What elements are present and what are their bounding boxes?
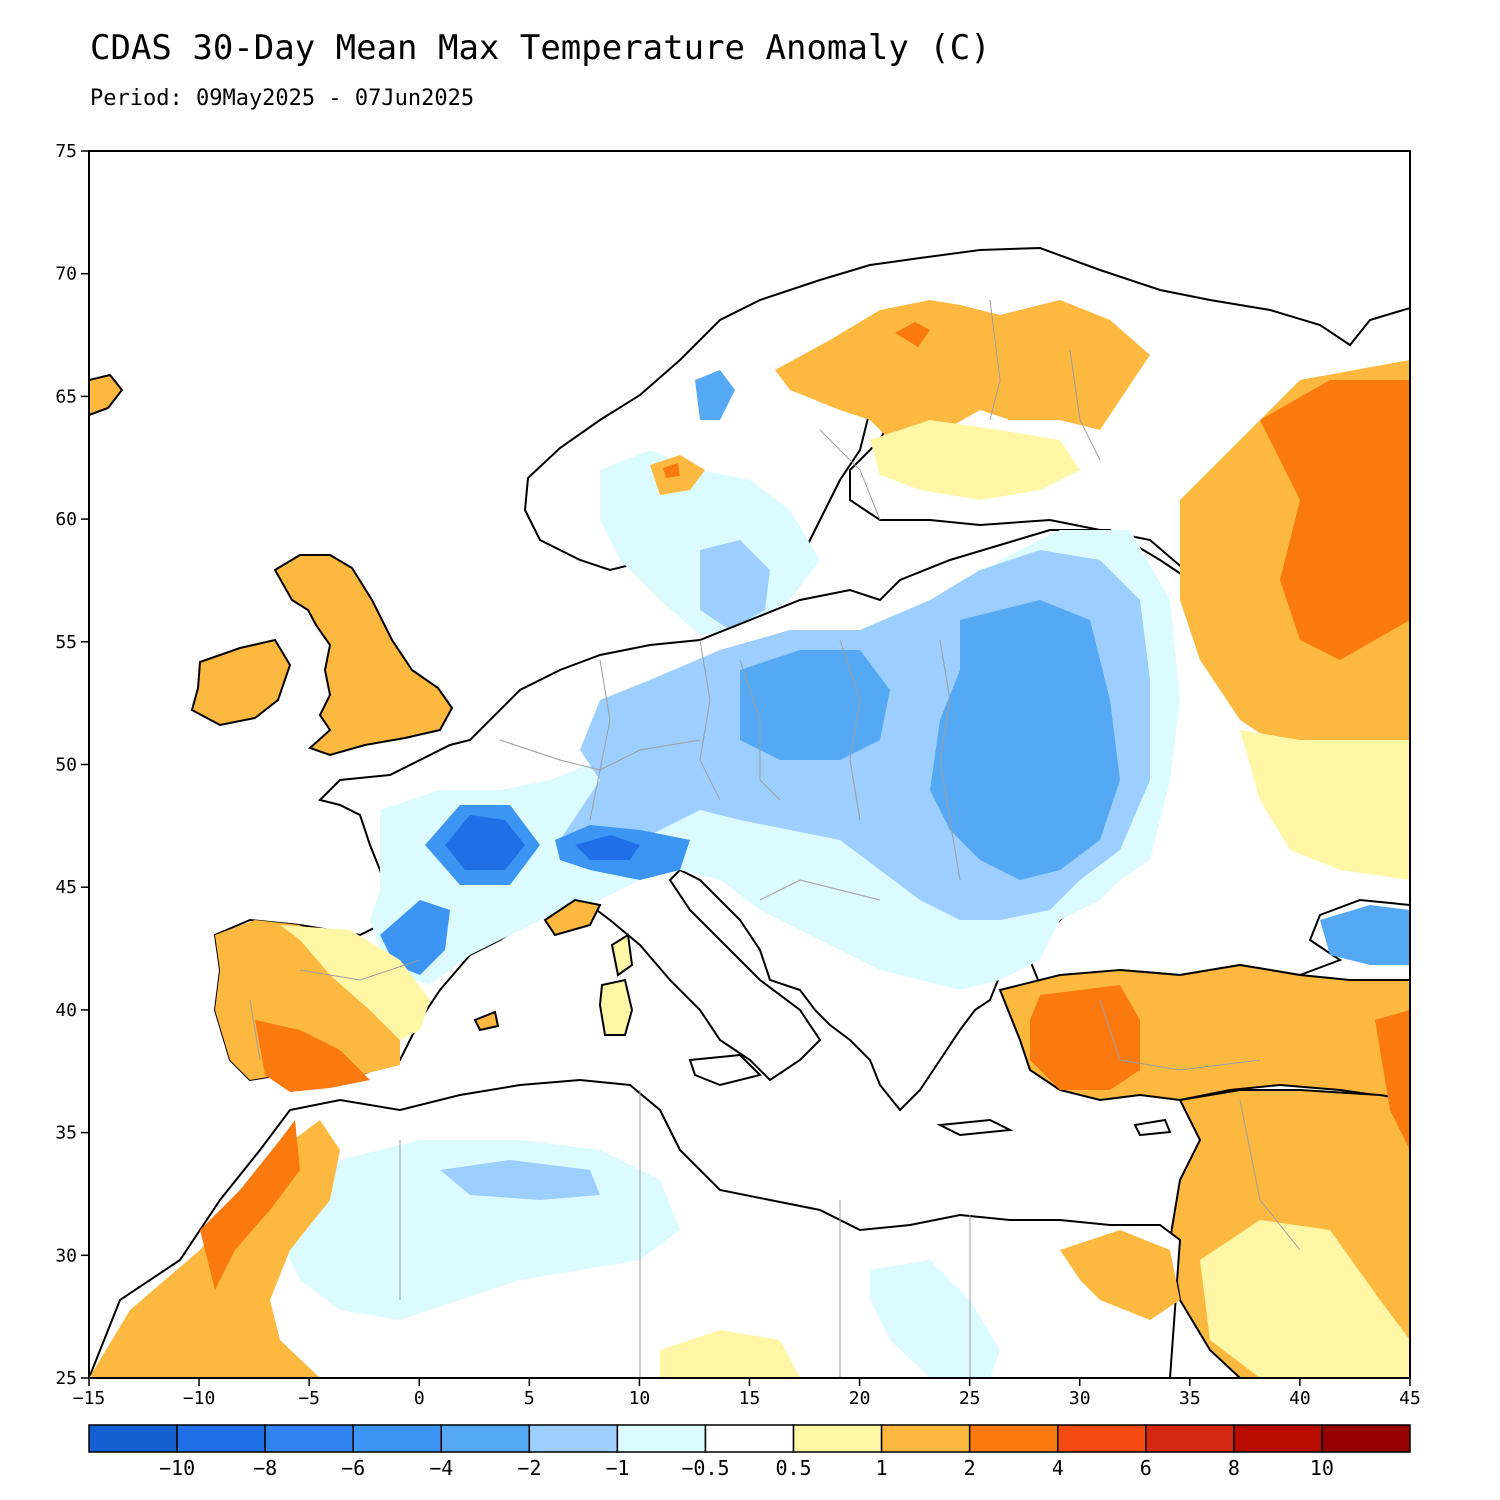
colorbar-label: −2 [517, 1456, 541, 1480]
cyprus-land [1133, 1118, 1172, 1137]
ukraine-colder-region [930, 600, 1120, 880]
finland-warm-region [775, 300, 1150, 450]
colorbar-label: 0.5 [775, 1456, 811, 1480]
russia-pale-band [1240, 730, 1410, 880]
colorbar-swatch [528, 1424, 619, 1453]
finland-pale-band [870, 420, 1080, 500]
great-britain-warm-region [273, 554, 454, 757]
colorbar-label: 10 [1310, 1456, 1334, 1480]
norway-hot-spot [663, 463, 680, 478]
y-tick-label: 45 [55, 877, 77, 898]
colorbar-swatch [1321, 1424, 1411, 1453]
russia-hot-region [1260, 380, 1410, 660]
x-tick-label: −10 [183, 1388, 216, 1409]
colorbar-label: 1 [876, 1456, 888, 1480]
colorbar-label: −8 [253, 1456, 277, 1480]
poland-ukraine-colder-region [740, 650, 890, 760]
colorbar-label: −6 [341, 1456, 365, 1480]
colorbar-swatch [352, 1424, 443, 1453]
sardinia-pale-region [598, 978, 634, 1036]
x-tick-label: 5 [524, 1388, 535, 1409]
turkey-hot-region [1030, 985, 1140, 1090]
colorbar-swatch [88, 1424, 178, 1453]
x-tick-label: −5 [298, 1388, 320, 1409]
axis-ticks: −15 −10 −5 0 5 10 15 20 25 30 35 40 45 75 70 65 60 55 50 45… [55, 141, 1421, 1409]
colorbar-swatch [1056, 1424, 1147, 1453]
y-tick-label: 30 [55, 1245, 77, 1266]
libya-cool-region [870, 1260, 1000, 1378]
x-tick-label: 15 [739, 1388, 761, 1409]
colorbar-label: 8 [1228, 1456, 1240, 1480]
colorbar-swatch [880, 1424, 971, 1453]
y-tick-label: 40 [55, 1000, 77, 1021]
sicily-land [688, 1053, 762, 1087]
colorbar-swatch [1145, 1424, 1235, 1453]
colorbar-swatch [616, 1424, 707, 1453]
colorbar-label: 4 [1052, 1456, 1064, 1480]
algeria-cold-region [440, 1160, 600, 1200]
colorbar: −10 −8 −6 −4 −2 −1 −0.5 0.5 1 2 4 6 8 10 [88, 1424, 1411, 1480]
colorbar-label: −10 [159, 1456, 195, 1480]
colorbar-swatch [264, 1424, 354, 1453]
anomaly-field [89, 246, 1410, 1378]
colorbar-swatch [440, 1424, 531, 1453]
x-tick-label: 25 [959, 1388, 981, 1409]
colorbar-swatch [176, 1424, 266, 1453]
x-tick-label: 30 [1069, 1388, 1091, 1409]
x-tick-label: −15 [73, 1388, 106, 1409]
pyrenees-cold-region [380, 900, 450, 975]
y-tick-label: 50 [55, 755, 77, 776]
libya-pale-region [660, 1330, 800, 1378]
y-tick-label: 65 [55, 386, 77, 407]
colorbar-label: −4 [429, 1456, 453, 1480]
iberia-pale-band [280, 925, 430, 1040]
period-subtitle: Period: 09May2025 - 07Jun2025 [90, 86, 475, 111]
arabia-pale-region [1200, 1220, 1410, 1378]
iceland-warm-region [89, 373, 124, 417]
riviera-warm-region [543, 898, 602, 937]
middle-east-hot-region [1375, 1010, 1410, 1150]
y-tick-label: 55 [55, 632, 77, 653]
north-hot-spot [895, 322, 930, 347]
colorbar-swatch [1233, 1424, 1323, 1453]
ireland-warm-region [190, 638, 292, 727]
iberia-hot-region [255, 1020, 370, 1092]
crete-land [936, 1118, 1014, 1137]
norway-cold-spot [695, 370, 735, 420]
colorbar-label: 2 [964, 1456, 976, 1480]
corsica-pale-region [610, 933, 634, 977]
sweden-cold-region [700, 540, 770, 630]
france-coldest-core [445, 815, 525, 870]
country-borders [249, 299, 1301, 1378]
x-tick-label: 35 [1179, 1388, 1201, 1409]
balearic-warm-region [473, 1010, 500, 1032]
x-tick-label: 10 [629, 1388, 651, 1409]
x-tick-label: 20 [849, 1388, 871, 1409]
colorbar-swatch [968, 1424, 1059, 1453]
egypt-warm-region [1060, 1230, 1180, 1320]
y-tick-label: 70 [55, 264, 77, 285]
y-tick-label: 60 [55, 509, 77, 530]
y-tick-label: 35 [55, 1123, 77, 1144]
caucasus-cold-region [1320, 905, 1410, 965]
colorbar-label: −0.5 [681, 1456, 729, 1480]
colorbar-label: −1 [605, 1456, 629, 1480]
colorbar-swatch [792, 1424, 883, 1453]
x-tick-label: 40 [1289, 1388, 1311, 1409]
y-tick-label: 25 [55, 1368, 77, 1389]
x-tick-label: 0 [414, 1388, 425, 1409]
y-tick-label: 75 [55, 141, 77, 162]
chart-title: CDAS 30-Day Mean Max Temperature Anomaly… [90, 28, 991, 68]
colorbar-swatch [704, 1424, 795, 1453]
x-tick-label: 45 [1399, 1388, 1421, 1409]
colorbar-label: 6 [1140, 1456, 1152, 1480]
morocco-hot-region [200, 1120, 300, 1290]
alps-coldest-core [575, 835, 640, 860]
